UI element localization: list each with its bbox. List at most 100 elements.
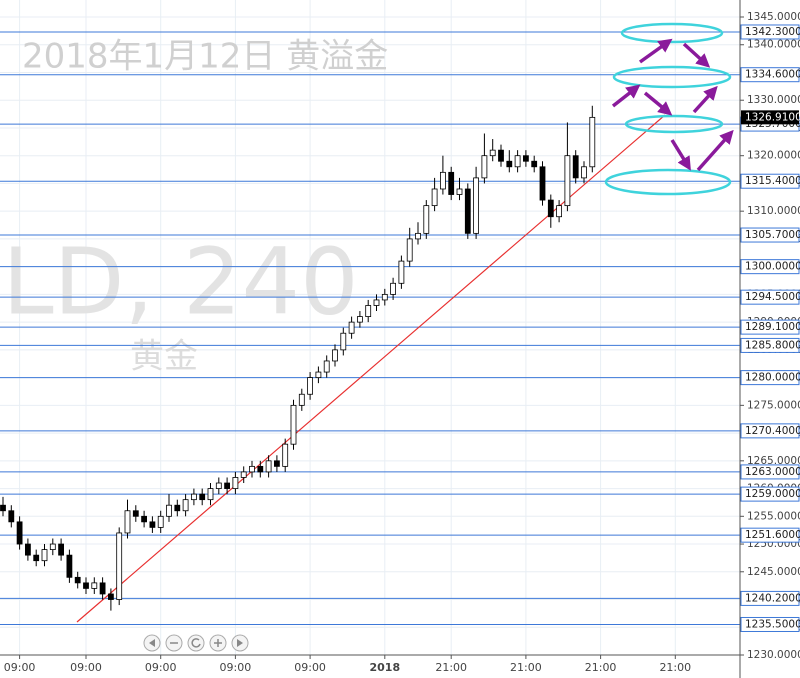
candle-body — [149, 521, 156, 528]
level-label: 1342.3000 — [745, 26, 800, 38]
reset[interactable] — [187, 634, 205, 652]
x-tick-label: 2018 — [369, 661, 400, 674]
candle-body — [390, 282, 397, 295]
candle-body — [523, 155, 529, 162]
x-tick-label: 21:00 — [435, 661, 467, 674]
candle-body — [448, 171, 455, 195]
candle-body — [564, 155, 571, 207]
candle-body — [207, 488, 214, 501]
level-label-box — [740, 227, 800, 243]
level-label: 1263.0000 — [745, 466, 800, 478]
x-tick-label: 09:00 — [4, 661, 36, 674]
candle-body — [398, 260, 405, 284]
ellipse — [612, 65, 732, 89]
candle-body — [224, 482, 231, 489]
x-tick-label: 09:00 — [220, 661, 252, 674]
candle-body — [348, 321, 355, 334]
candle-body — [456, 188, 463, 195]
level-label-box — [740, 423, 800, 439]
ellipse — [624, 114, 724, 134]
candle-body — [141, 515, 148, 523]
candle-body — [16, 521, 23, 545]
level-label: 1300.0000 — [745, 261, 800, 273]
candle-body — [257, 465, 264, 473]
level-label-box — [740, 289, 800, 305]
arrow — [692, 85, 718, 114]
watermark: OLD, 240 — [0, 228, 359, 335]
candle-body — [340, 332, 347, 351]
icon — [191, 638, 201, 648]
arrow — [643, 91, 673, 116]
candle-body — [307, 377, 314, 395]
y-tick-label: 1330.0000 — [747, 94, 800, 106]
candle-body — [182, 499, 189, 512]
level-label: 1315.4000 — [745, 175, 800, 187]
candle-body — [365, 305, 372, 317]
nav-buttons[interactable] — [143, 634, 249, 652]
level-label: 1280.0000 — [745, 372, 800, 384]
candle-body — [406, 238, 413, 262]
level-label: 1240.2000 — [745, 592, 800, 604]
level-label-box — [740, 370, 800, 386]
candle-body — [556, 205, 562, 218]
candle-body — [8, 510, 15, 523]
level-label-box — [740, 259, 800, 275]
candle-body — [572, 155, 579, 179]
candle-body — [174, 504, 181, 512]
level-label-box — [740, 24, 800, 40]
y-tick-label: 1265.0000 — [747, 455, 800, 467]
candle-body — [290, 404, 297, 445]
y-tick-label: 1310.0000 — [747, 205, 800, 217]
candle-body — [514, 155, 521, 168]
candle-body — [373, 299, 380, 306]
arrow — [638, 38, 673, 64]
current-price-box — [741, 110, 799, 125]
level-label: 1289.1000 — [745, 321, 800, 333]
candle-body — [581, 166, 587, 179]
candle-body — [83, 582, 89, 589]
y-tick-label: 1245.0000 — [747, 566, 800, 578]
arrow — [696, 129, 734, 172]
y-tick-label: 1345.0000 — [747, 11, 800, 23]
level-label: 1235.5000 — [745, 618, 800, 630]
arrow — [611, 84, 641, 108]
level-label: 1294.5000 — [745, 291, 800, 303]
candle-body — [332, 349, 338, 362]
candle-body — [41, 549, 48, 562]
candle-body — [265, 460, 272, 473]
candle-body — [423, 205, 430, 234]
candle-body — [439, 171, 446, 190]
watermark-subtitle: 黄金 — [130, 337, 198, 377]
current-price-label: 1326.9100 — [745, 111, 800, 123]
candle-body — [124, 510, 131, 534]
candle-body — [531, 160, 538, 168]
ellipses — [604, 22, 732, 196]
level-label-box — [740, 173, 800, 189]
candle-body — [58, 543, 64, 556]
x-tick-label: 21:00 — [510, 661, 542, 674]
candle-body — [481, 155, 488, 179]
candle-body — [132, 510, 139, 517]
candle-body — [539, 166, 546, 201]
level-label: 1251.6000 — [745, 529, 800, 541]
candle-body — [298, 393, 305, 406]
candle-body — [506, 160, 513, 168]
candle-body — [498, 149, 504, 162]
candle-body — [464, 188, 471, 234]
chart-title: 2018年1月12日 黄溢金 — [22, 37, 388, 77]
candle-body — [315, 371, 322, 379]
arrow — [670, 139, 691, 171]
level-label-box — [740, 527, 800, 543]
level-label-box — [740, 590, 800, 606]
x-tick-label: 09:00 — [294, 661, 326, 674]
candle-body — [49, 543, 56, 550]
candle-body — [190, 493, 197, 501]
candle-body — [157, 515, 164, 528]
level-label: 1285.8000 — [745, 339, 800, 351]
ellipse — [604, 168, 732, 196]
candle-body — [240, 471, 247, 478]
candle-body — [273, 460, 280, 467]
icon — [237, 639, 243, 647]
x-tick-label: 21:00 — [659, 661, 691, 674]
y-tick-label: 1230.0000 — [747, 649, 800, 661]
